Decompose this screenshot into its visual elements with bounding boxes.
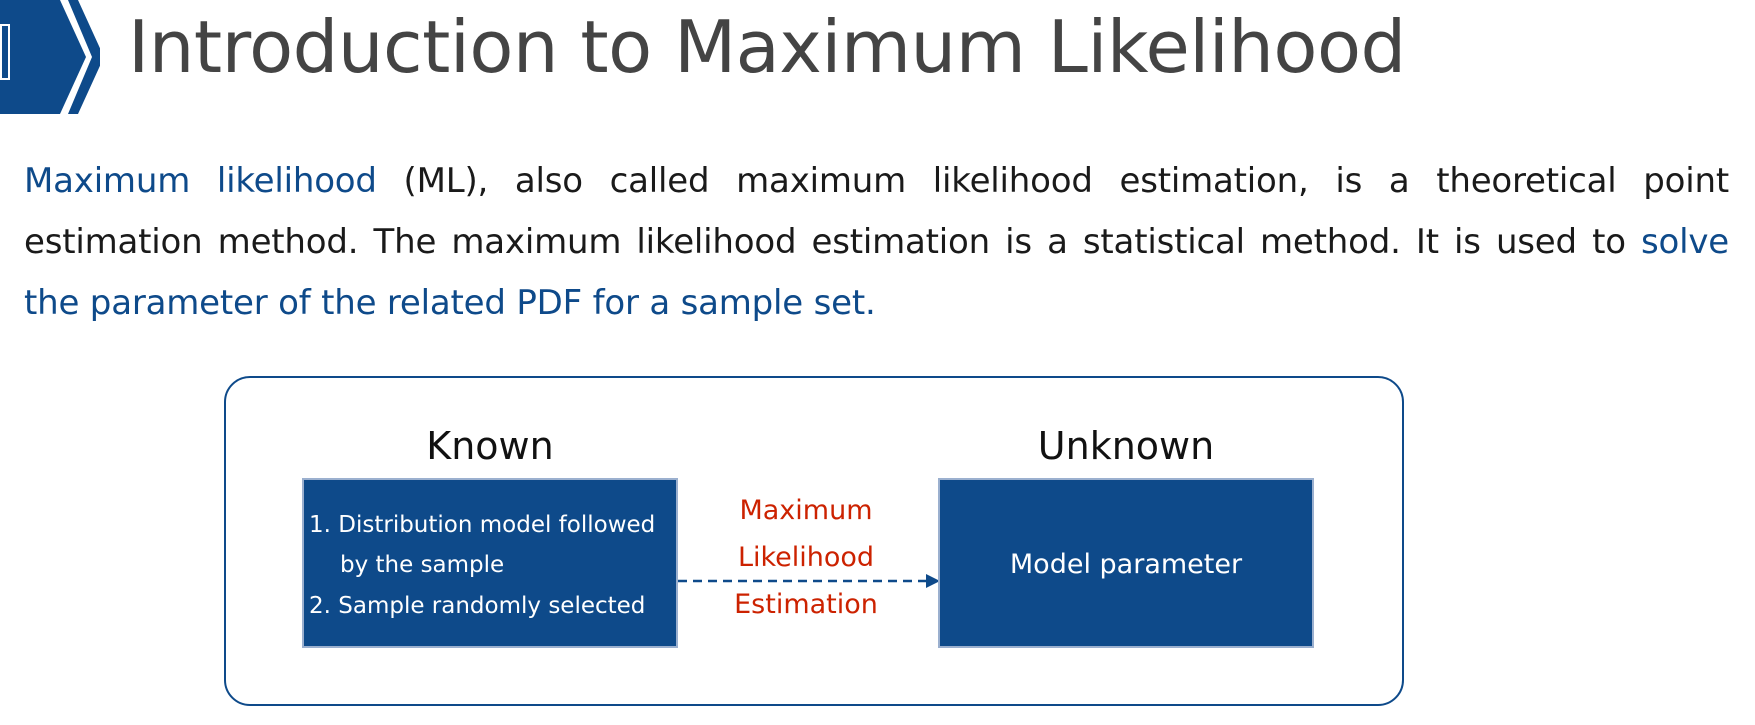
- method-label-line: Estimation: [734, 589, 878, 620]
- unknown-item: Model parameter: [1009, 549, 1243, 580]
- known-heading: Known: [426, 424, 554, 468]
- known-item: 2. Sample randomly selected: [309, 593, 646, 619]
- method-label-line: Likelihood: [737, 542, 875, 573]
- chevron-logo-icon: [0, 0, 100, 114]
- page-title: Introduction to Maximum Likelihood: [128, 5, 1406, 89]
- unknown-heading: Unknown: [1037, 424, 1215, 468]
- intro-paragraph: Maximum likelihood (ML), also called max…: [24, 151, 1729, 334]
- known-item: by the sample: [340, 552, 505, 578]
- purpose-highlight: solve the parameter of the related PDF f…: [24, 222, 1729, 323]
- term-highlight: Maximum likelihood: [24, 161, 377, 201]
- dashed-arrow-icon: [678, 574, 940, 588]
- unknown-box: Model parameter: [938, 478, 1314, 648]
- paragraph-body: (ML), also called maximum likelihood est…: [24, 161, 1729, 262]
- method-label-line: Maximum: [739, 495, 873, 526]
- known-box: 1. Distribution model followed by the sa…: [302, 478, 678, 648]
- known-item: 1. Distribution model followed: [309, 512, 656, 538]
